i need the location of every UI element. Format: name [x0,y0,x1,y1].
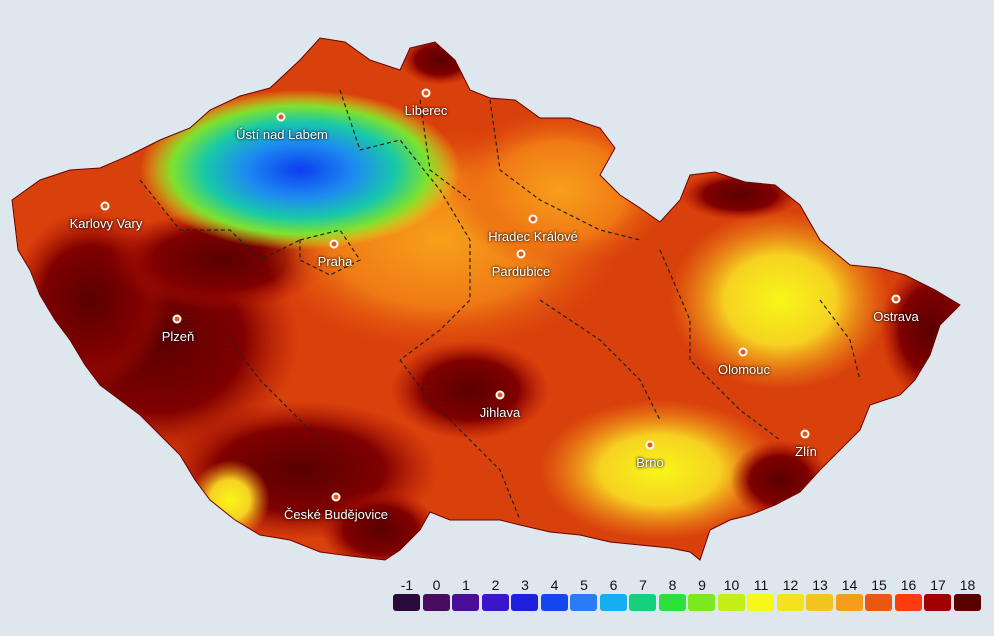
legend-swatch [452,594,479,611]
legend-swatch [806,594,833,611]
legend-swatch [747,594,774,611]
city-marker-plzen[interactable] [172,314,182,324]
legend-swatch [540,594,568,611]
legend-label: 11 [753,577,769,593]
legend-swatch [953,594,981,611]
legend-label: 9 [698,577,706,593]
legend-label: 1 [462,577,470,593]
legend-swatch [717,594,745,611]
legend-label: 13 [812,577,828,593]
legend-swatch [865,594,892,611]
legend-swatch [658,594,686,611]
city-marker-ceske-budejovice[interactable] [331,492,341,502]
city-marker-usti[interactable] [276,112,286,122]
city-marker-brno[interactable] [645,440,655,450]
legend-swatch [924,594,951,611]
city-marker-liberec[interactable] [421,88,431,98]
legend-label: 5 [580,577,588,593]
legend-label: 12 [782,577,799,593]
legend-swatch [629,594,656,611]
city-label-praha: Praha [317,254,353,269]
city-label-plzen: Plzeň [161,329,195,344]
city-label-ceske-budejovice: České Budějovice [283,507,389,522]
legend-label: 6 [609,577,618,593]
city-marker-pardubice[interactable] [516,249,526,259]
legend-swatch [894,594,922,611]
city-marker-ostrava[interactable] [891,294,901,304]
legend-swatch [570,594,597,611]
city-marker-hradec-kralove[interactable] [528,214,538,224]
legend-swatch [422,594,450,611]
city-label-usti: Ústí nad Labem [236,127,328,142]
legend-label: 18 [959,577,976,593]
legend-swatch [481,594,509,611]
legend-swatch [511,594,538,611]
country-outline [11,37,961,561]
legend-swatch [599,594,627,611]
legend-label: 14 [841,577,858,593]
city-marker-karlovy-vary[interactable] [100,201,110,211]
legend-label: 4 [550,577,559,593]
legend-label: -1 [400,577,414,593]
legend-label: 2 [491,577,500,593]
legend-swatch [393,594,420,611]
legend-label: 16 [900,577,917,593]
city-label-liberec: Liberec [404,103,448,118]
city-label-zlin: Zlín [795,444,817,459]
legend-label: 8 [668,577,677,593]
city-label-karlovy-vary: Karlovy Vary [69,216,143,231]
color-legend: -1 0 1 2 3 4 5 6 7 8 9 10 11 12 13 14 15 16 17 18 [392,577,982,613]
legend-swatch [835,594,863,611]
region-borders [139,89,861,521]
city-marker-zlin[interactable] [800,429,810,439]
city-label-jihlava: Jihlava [479,405,521,420]
legend-swatch [776,594,804,611]
legend-swatch [688,594,715,611]
legend-label: 15 [871,577,887,593]
city-label-olomouc: Olomouc [717,362,771,377]
legend-label: 7 [639,577,647,593]
city-label-pardubice: Pardubice [491,264,551,279]
city-marker-jihlava[interactable] [495,390,505,400]
city-marker-praha[interactable] [329,239,339,249]
city-label-ostrava: Ostrava [873,309,919,324]
legend-label: 10 [723,577,740,593]
city-marker-olomouc[interactable] [738,347,748,357]
legend-label: 17 [930,577,946,593]
city-label-brno: Brno [636,455,664,470]
legend-label: 0 [432,577,441,593]
city-label-hradec-kralove: Hradec Králové [488,229,578,244]
legend-label: 3 [521,577,529,593]
